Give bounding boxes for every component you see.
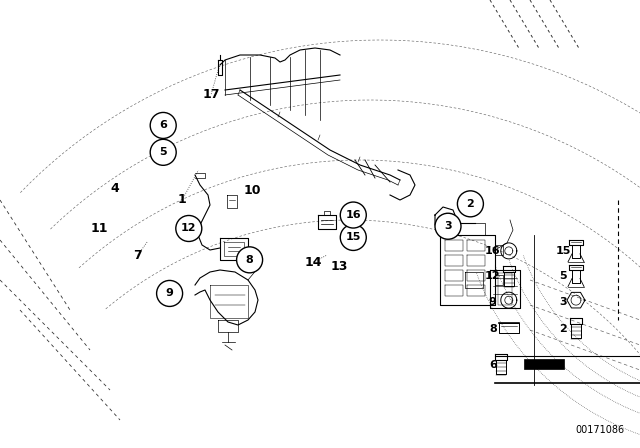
Text: 15: 15 bbox=[346, 233, 361, 242]
Text: 1: 1 bbox=[178, 193, 187, 206]
Text: 16: 16 bbox=[346, 210, 361, 220]
Text: 9: 9 bbox=[489, 297, 497, 307]
Circle shape bbox=[157, 280, 182, 306]
Polygon shape bbox=[524, 359, 564, 369]
Text: 3: 3 bbox=[444, 221, 452, 231]
Circle shape bbox=[176, 215, 202, 241]
Text: 9: 9 bbox=[166, 289, 173, 298]
Text: 5: 5 bbox=[559, 271, 567, 280]
Text: 3: 3 bbox=[559, 297, 567, 307]
Circle shape bbox=[340, 202, 366, 228]
Text: 7: 7 bbox=[133, 249, 142, 262]
Circle shape bbox=[458, 191, 483, 217]
Text: 10: 10 bbox=[244, 184, 262, 197]
Text: 16: 16 bbox=[485, 246, 500, 256]
Text: 00171086: 00171086 bbox=[575, 425, 624, 435]
Circle shape bbox=[150, 139, 176, 165]
Text: 2: 2 bbox=[467, 199, 474, 209]
Circle shape bbox=[237, 247, 262, 273]
Text: 8: 8 bbox=[246, 255, 253, 265]
Text: 13: 13 bbox=[330, 260, 348, 273]
Text: 2: 2 bbox=[559, 324, 567, 334]
Text: 14: 14 bbox=[305, 255, 323, 269]
Text: 17: 17 bbox=[202, 87, 220, 101]
Text: 11: 11 bbox=[90, 222, 108, 235]
Text: 12: 12 bbox=[485, 271, 500, 280]
Circle shape bbox=[340, 224, 366, 250]
Circle shape bbox=[150, 112, 176, 138]
Text: 12: 12 bbox=[181, 224, 196, 233]
Text: 5: 5 bbox=[159, 147, 167, 157]
Circle shape bbox=[435, 213, 461, 239]
Text: 6: 6 bbox=[489, 360, 497, 370]
Text: 4: 4 bbox=[111, 181, 120, 195]
Text: 8: 8 bbox=[489, 324, 497, 334]
Text: 15: 15 bbox=[556, 246, 571, 256]
Text: 6: 6 bbox=[159, 121, 167, 130]
